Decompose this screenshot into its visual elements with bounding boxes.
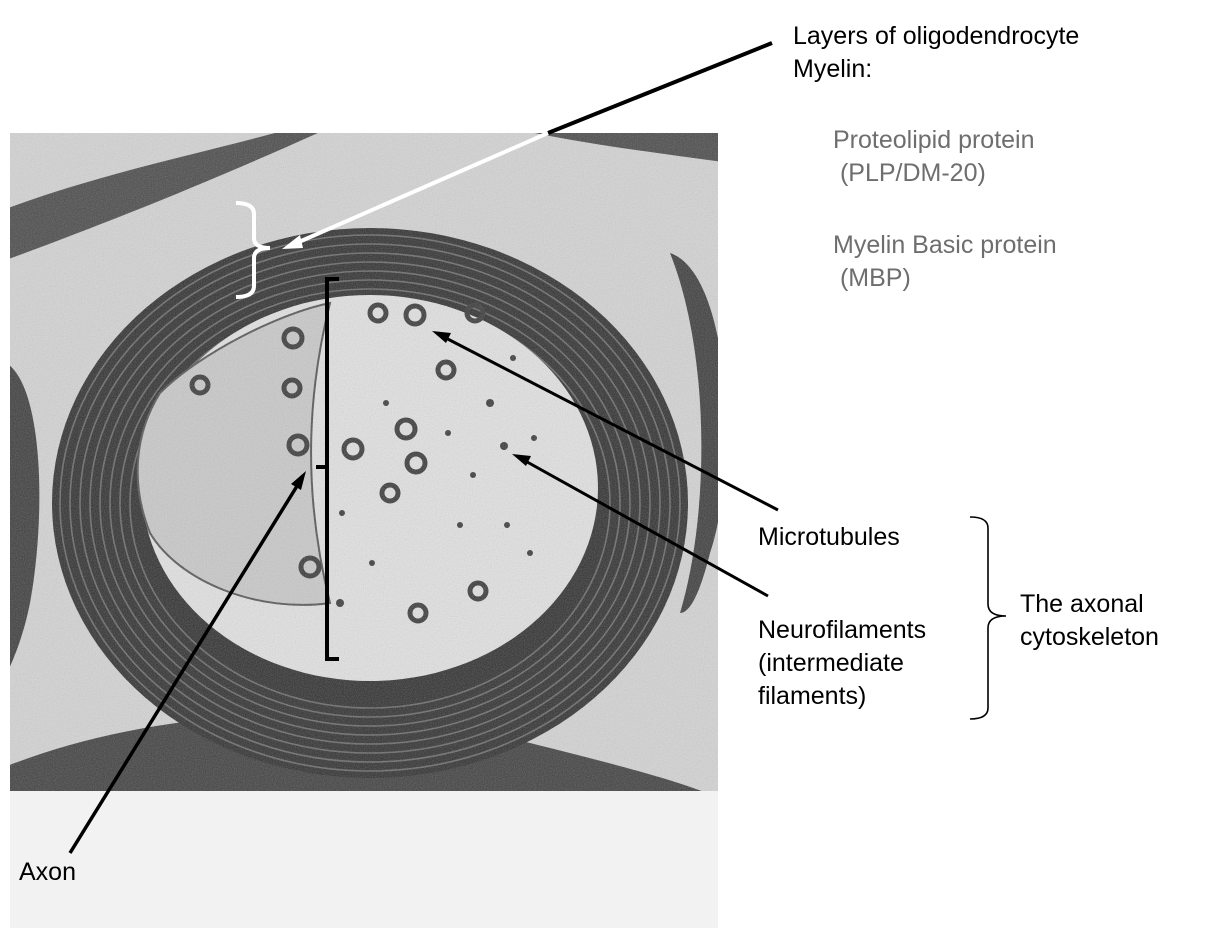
myelin-layers-label: Layers of oligodendrocyte Myelin: bbox=[793, 22, 1080, 83]
myelin-pointer-line-white bbox=[291, 131, 549, 247]
axon-label: Axon bbox=[19, 858, 76, 886]
axon-pointer-arrowhead bbox=[291, 471, 306, 490]
microtubules-label: Microtubules bbox=[758, 523, 900, 551]
axon-bracket bbox=[325, 277, 339, 661]
myelin-pointer-arrowhead bbox=[282, 235, 303, 249]
neurofilaments-label: Neurofilaments (intermediate filaments) bbox=[758, 616, 927, 710]
lower-gray-band bbox=[10, 791, 718, 928]
film-grain bbox=[10, 133, 718, 791]
microtubules-pointer-arrowhead bbox=[432, 331, 451, 343]
axon-pointer-line bbox=[68, 477, 304, 854]
cytoskeleton-bracket bbox=[969, 516, 1007, 720]
mbp-label: Myelin Basic protein (MBP) bbox=[833, 231, 1057, 292]
plp-label: Proteolipid protein (PLP/DM-20) bbox=[833, 126, 1035, 187]
micrograph-svg bbox=[10, 133, 718, 791]
electron-micrograph bbox=[10, 133, 718, 791]
microtubules-pointer-line bbox=[439, 333, 779, 512]
myelin-pointer-line-black bbox=[547, 41, 773, 135]
neurofilaments-pointer-arrowhead bbox=[512, 454, 531, 466]
neurofilaments-pointer-line bbox=[519, 456, 769, 598]
cytoskeleton-label: The axonal cytoskeleton bbox=[1020, 590, 1159, 651]
myelin-bracket bbox=[235, 201, 271, 299]
